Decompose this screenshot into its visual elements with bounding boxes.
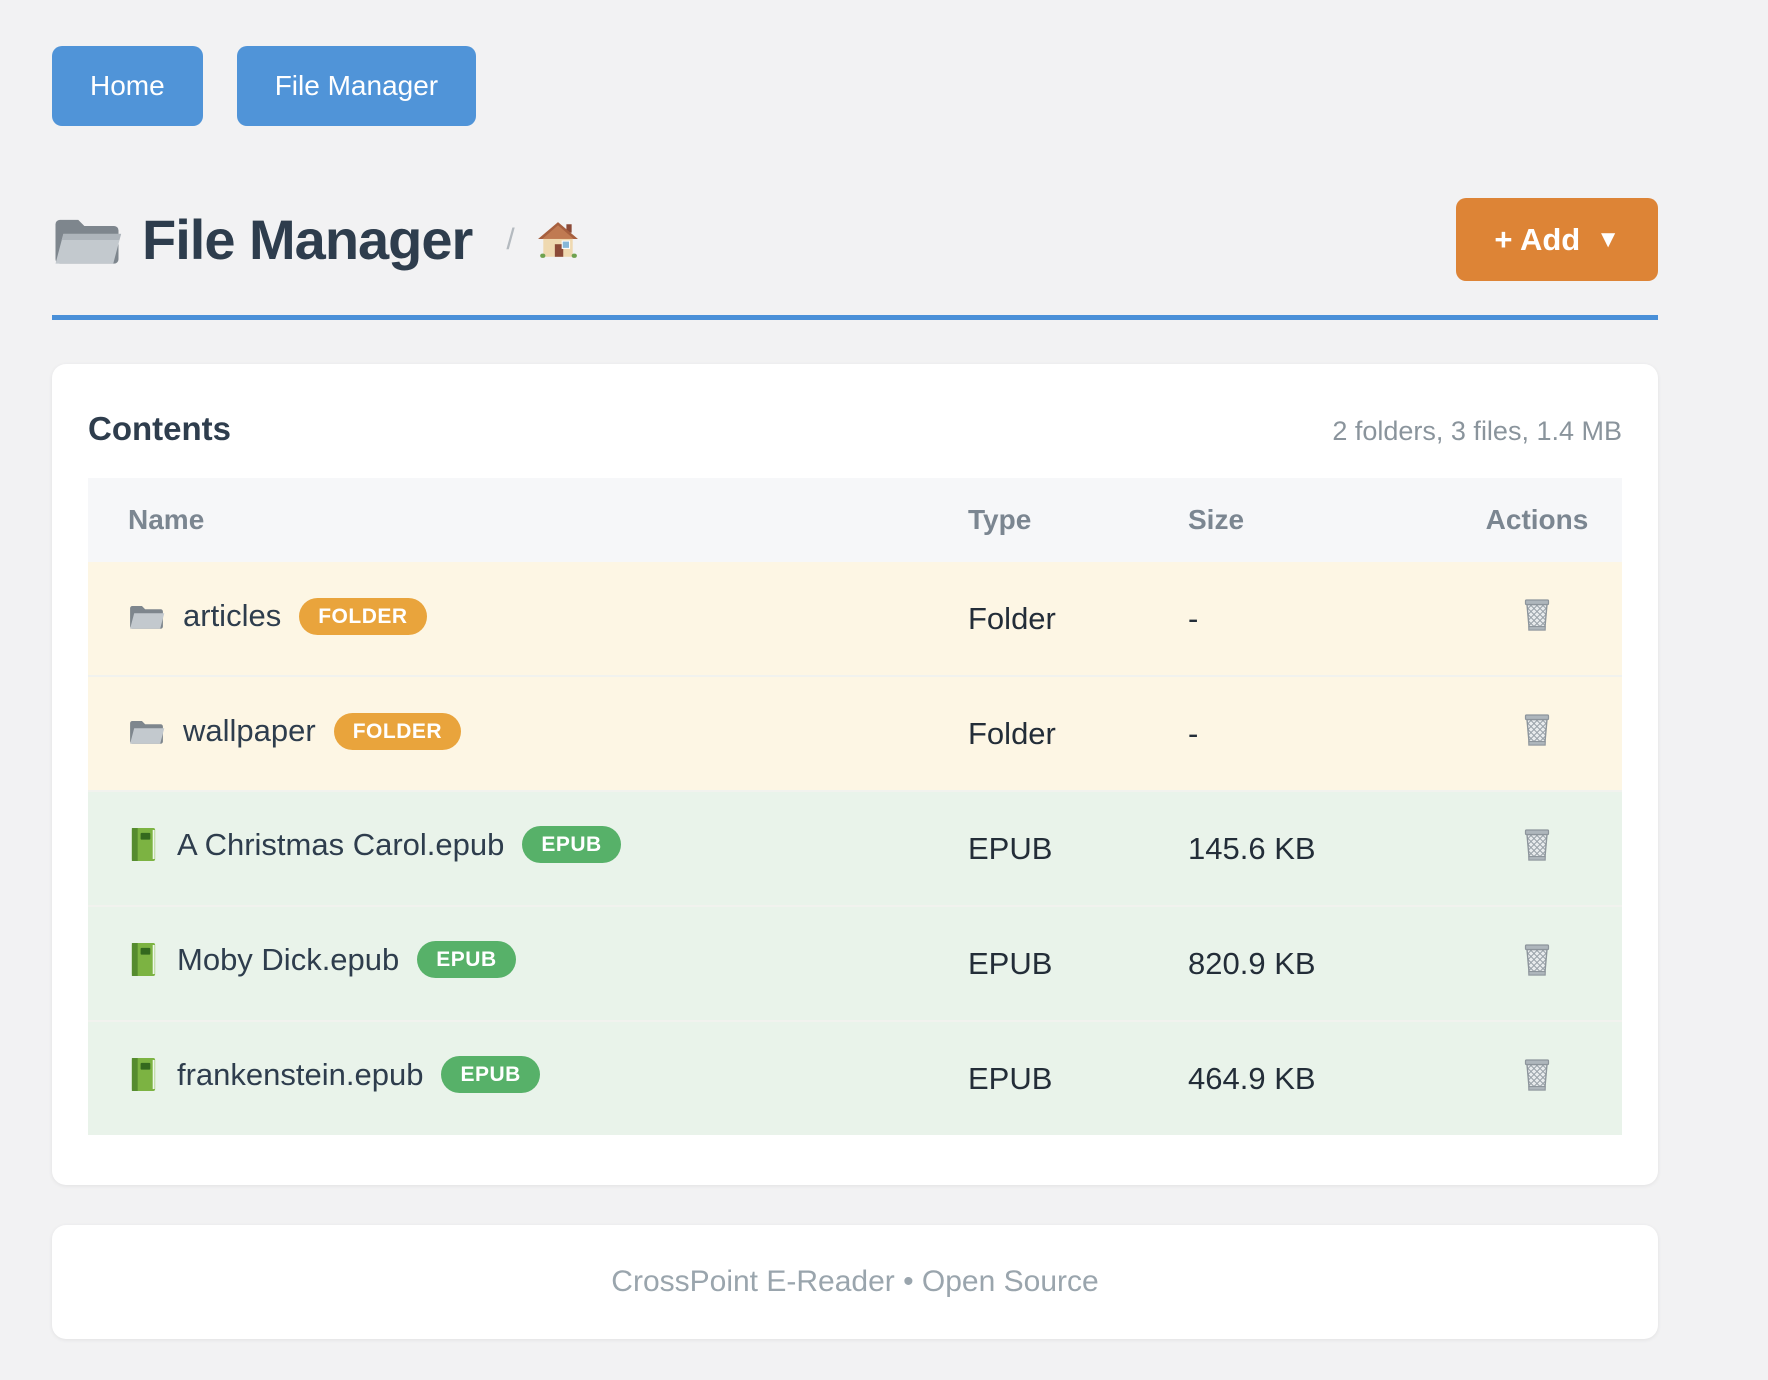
trash-icon	[1522, 829, 1552, 866]
table-row: frankenstein.epub EPUB EPUB 464.9 KB	[88, 1020, 1622, 1135]
delete-button[interactable]	[1522, 826, 1552, 863]
contents-heading: Contents	[88, 410, 231, 447]
delete-button[interactable]	[1522, 596, 1552, 633]
file-size: 820.9 KB	[1188, 905, 1452, 1021]
table-row: wallpaper FOLDER Folder -	[88, 675, 1622, 791]
title-group: File Manager /	[52, 207, 579, 272]
type-badge: EPUB	[417, 941, 516, 978]
folder-icon	[128, 716, 165, 747]
nav-file-manager-button[interactable]: File Manager	[236, 46, 477, 126]
delete-button[interactable]	[1522, 1056, 1552, 1093]
book-icon	[128, 1056, 159, 1093]
file-table-body: articles FOLDER Folder - wallpaper FOLDE…	[88, 562, 1622, 1135]
file-name: articles	[183, 598, 282, 633]
type-badge: EPUB	[522, 826, 621, 863]
type-badge: FOLDER	[333, 712, 462, 750]
file-name-link[interactable]: wallpaper FOLDER	[128, 712, 462, 750]
nav-home-button[interactable]: Home	[52, 46, 203, 126]
table-row: A Christmas Carol.epub EPUB EPUB 145.6 K…	[88, 790, 1622, 906]
trash-icon	[1522, 1059, 1552, 1096]
contents-card: Contents 2 folders, 3 files, 1.4 MB Name…	[52, 364, 1658, 1185]
file-size: 464.9 KB	[1188, 1020, 1452, 1135]
file-type: EPUB	[968, 1020, 1188, 1135]
page-header: File Manager / + Add ▼	[52, 198, 1658, 281]
chevron-down-icon: ▼	[1596, 225, 1620, 253]
file-table: Name Type Size Actions articles FOLDER F…	[88, 478, 1622, 1135]
folder-icon	[128, 601, 165, 632]
column-header-size: Size	[1188, 478, 1452, 562]
column-header-type: Type	[968, 478, 1188, 562]
footer-card: CrossPoint E-Reader • Open Source	[52, 1225, 1658, 1339]
breadcrumb-separator: /	[506, 222, 515, 256]
file-type: Folder	[968, 675, 1188, 791]
book-icon	[128, 826, 159, 863]
type-badge: FOLDER	[299, 597, 427, 635]
home-icon[interactable]	[537, 221, 579, 259]
book-icon	[128, 941, 159, 978]
file-name-link[interactable]: articles FOLDER	[128, 597, 427, 635]
page-title: File Manager	[142, 208, 473, 271]
page: Home File Manager File Manager / + Add ▼…	[52, 46, 1658, 1339]
top-nav: Home File Manager	[52, 46, 1658, 126]
file-type: EPUB	[968, 790, 1188, 906]
column-header-actions: Actions	[1452, 478, 1622, 562]
file-name-link[interactable]: A Christmas Carol.epub EPUB	[128, 826, 621, 863]
delete-button[interactable]	[1522, 941, 1552, 978]
file-size: -	[1188, 562, 1452, 676]
add-button[interactable]: + Add ▼	[1456, 198, 1658, 281]
file-size: 145.6 KB	[1188, 790, 1452, 906]
trash-icon	[1522, 944, 1552, 981]
file-size: -	[1188, 675, 1452, 791]
add-button-label: + Add	[1494, 222, 1581, 257]
file-name: A Christmas Carol.epub	[177, 826, 505, 862]
file-name-link[interactable]: frankenstein.epub EPUB	[128, 1056, 540, 1093]
contents-card-header: Contents 2 folders, 3 files, 1.4 MB	[88, 410, 1622, 448]
file-type: EPUB	[968, 905, 1188, 1021]
title-divider	[52, 315, 1658, 320]
contents-summary: 2 folders, 3 files, 1.4 MB	[1332, 416, 1622, 446]
delete-button[interactable]	[1522, 711, 1552, 748]
file-name: wallpaper	[183, 713, 316, 748]
trash-icon	[1522, 599, 1552, 636]
table-row: articles FOLDER Folder -	[88, 562, 1622, 676]
footer-text: CrossPoint E-Reader • Open Source	[611, 1265, 1099, 1298]
column-header-name: Name	[88, 478, 968, 562]
file-name-link[interactable]: Moby Dick.epub EPUB	[128, 941, 516, 978]
folder-icon	[52, 210, 122, 270]
table-row: Moby Dick.epub EPUB EPUB 820.9 KB	[88, 905, 1622, 1021]
table-header-row: Name Type Size Actions	[88, 478, 1622, 562]
file-name: frankenstein.epub	[177, 1056, 424, 1092]
file-name: Moby Dick.epub	[177, 941, 400, 977]
trash-icon	[1522, 714, 1552, 751]
type-badge: EPUB	[441, 1056, 540, 1093]
file-type: Folder	[968, 562, 1188, 676]
